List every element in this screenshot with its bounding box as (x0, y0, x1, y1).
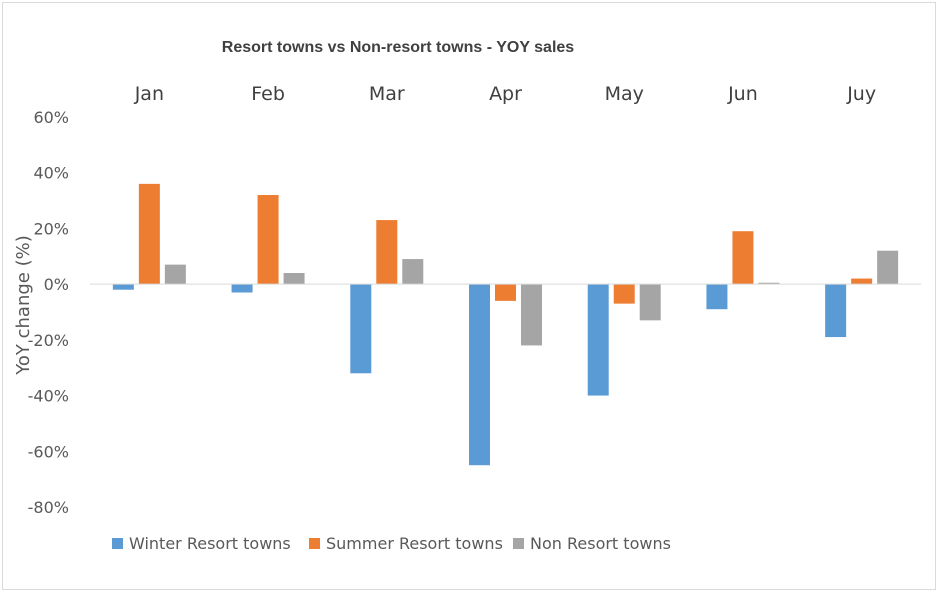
y-tick-label: -40% (28, 387, 69, 406)
bar (732, 231, 754, 285)
bar (639, 284, 661, 321)
bar (587, 284, 609, 396)
y-tick-label: 20% (33, 219, 69, 238)
legend-swatch (513, 538, 524, 549)
category-label: Jan (134, 83, 164, 105)
bar (164, 264, 186, 285)
bar (257, 195, 279, 285)
y-tick-label: -80% (28, 498, 69, 517)
category-label: Feb (251, 83, 285, 105)
bar (706, 284, 728, 310)
category-label: Apr (489, 83, 522, 105)
bar (350, 284, 372, 374)
legend-label: Summer Resort towns (326, 534, 503, 553)
legend: Winter Resort towns Summer Resort towns No… (112, 534, 671, 553)
y-tick-label: -20% (28, 331, 69, 350)
bar (495, 284, 516, 301)
bar (758, 282, 780, 285)
category-label: May (605, 83, 644, 105)
chart-svg: Resort towns vs Non-resort towns - YOY s… (13, 39, 921, 553)
y-tick-label: 40% (33, 164, 69, 183)
bar (469, 284, 490, 466)
legend-label: Winter Resort towns (129, 534, 291, 553)
category-labels: Jan Feb Mar Apr May Jun Juy (134, 83, 876, 105)
category-label: Juy (846, 83, 876, 105)
y-tick-label: 60% (33, 108, 69, 127)
bar (521, 284, 542, 346)
y-axis-label: YoY change (%) (13, 235, 34, 375)
bars (112, 183, 899, 466)
category-label: Mar (369, 83, 405, 105)
legend-label: Non Resort towns (530, 534, 671, 553)
legend-swatch (309, 538, 320, 549)
chart-title: Resort towns vs Non-resort towns - YOY s… (222, 39, 574, 56)
bar (825, 284, 847, 338)
bar (112, 284, 134, 290)
bar (613, 284, 635, 304)
bar (851, 278, 873, 285)
bar (138, 183, 160, 285)
y-tick-label: -60% (28, 442, 69, 461)
bar (283, 273, 305, 285)
bar (402, 259, 424, 285)
y-tick-labels: 60% 40% 20% 0% -20% -40% -60% -80% (28, 108, 69, 517)
bar (376, 220, 398, 285)
bar (231, 284, 253, 293)
bar (877, 250, 899, 285)
y-tick-label: 0% (44, 275, 69, 294)
legend-swatch (112, 538, 123, 549)
category-label: Jun (727, 83, 758, 105)
